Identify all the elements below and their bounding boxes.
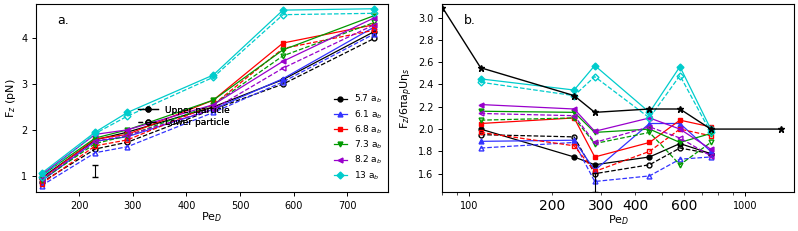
X-axis label: Pe$_D$: Pe$_D$ bbox=[607, 213, 629, 227]
Y-axis label: F$_z$/6πa$_p$Uη$_s$: F$_z$/6πa$_p$Uη$_s$ bbox=[399, 67, 415, 129]
Y-axis label: F$_z$ (pN): F$_z$ (pN) bbox=[4, 78, 18, 118]
Legend: 5.7 a$_b$, 6.1 a$_b$, 6.8 a$_b$, 7.3 a$_b$, 8.2 a$_b$, 13 a$_b$: 5.7 a$_b$, 6.1 a$_b$, 6.8 a$_b$, 7.3 a$_… bbox=[330, 89, 386, 185]
Text: b.: b. bbox=[464, 14, 476, 27]
X-axis label: Pe$_D$: Pe$_D$ bbox=[201, 211, 223, 224]
Text: a.: a. bbox=[57, 14, 69, 27]
